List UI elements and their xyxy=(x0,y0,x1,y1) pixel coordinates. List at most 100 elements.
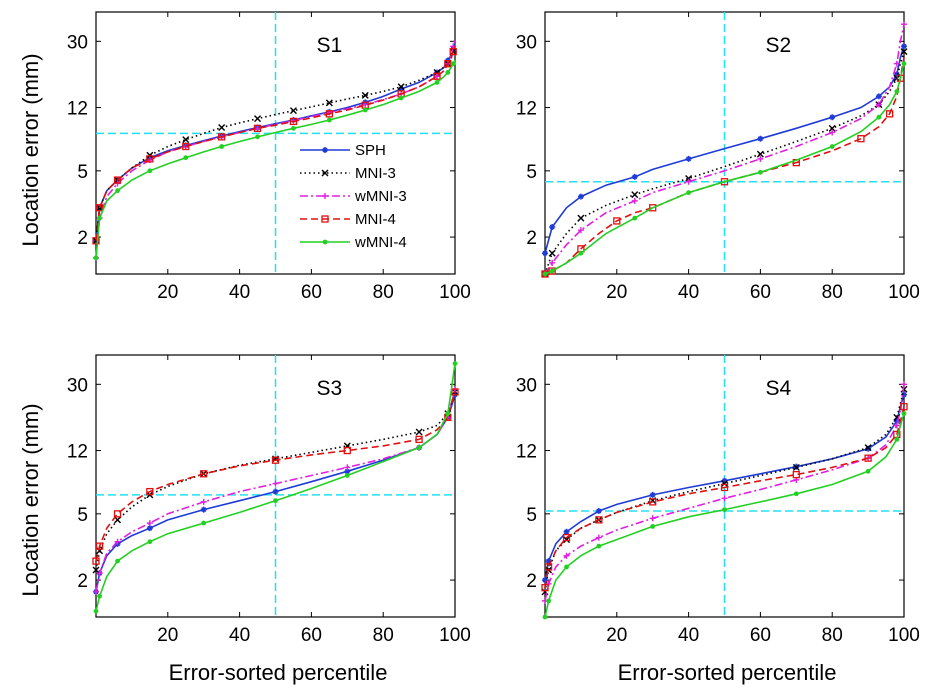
data-point xyxy=(894,89,900,94)
series-line xyxy=(544,406,905,588)
data-point xyxy=(545,558,552,565)
legend-marker xyxy=(321,215,329,223)
panel-s3: 20 40 60 80 100 2 5 12 30 S3 xyxy=(67,354,471,646)
data-point xyxy=(792,463,800,471)
legend-label: wMNI-4 xyxy=(354,234,407,251)
data-point xyxy=(792,470,800,479)
data-point xyxy=(864,454,872,462)
series-wmni-4 xyxy=(93,60,456,261)
series-wmni-3 xyxy=(542,381,907,604)
data-point xyxy=(721,495,728,502)
legend-label: MNI-4 xyxy=(355,211,396,228)
data-point xyxy=(865,445,872,452)
x-tick-label: 80 xyxy=(822,625,843,646)
data-point xyxy=(114,538,121,545)
y-tick-label: 30 xyxy=(67,32,88,53)
panel-title: S3 xyxy=(317,377,343,400)
data-point xyxy=(893,418,900,425)
data-point xyxy=(546,598,551,604)
data-point xyxy=(649,491,656,498)
data-point xyxy=(757,135,764,142)
x-tick-label: 80 xyxy=(822,282,843,303)
panel-title: S4 xyxy=(766,377,792,400)
legend-marker xyxy=(322,147,328,153)
data-point xyxy=(563,536,571,544)
data-point xyxy=(548,267,556,275)
series-wmni-4 xyxy=(542,61,907,277)
data-point xyxy=(563,528,570,535)
data-point xyxy=(893,60,900,67)
data-point xyxy=(362,107,368,113)
data-point xyxy=(92,237,100,245)
data-point xyxy=(631,197,638,204)
y-tick-label: 12 xyxy=(67,99,88,120)
x-tick-label: 20 xyxy=(606,625,627,646)
x-tick-label: 20 xyxy=(157,282,178,303)
data-point xyxy=(92,566,100,574)
data-point xyxy=(541,584,549,592)
series-mni-3 xyxy=(92,388,459,574)
data-point xyxy=(271,456,280,464)
data-point xyxy=(544,563,553,571)
data-point xyxy=(900,403,908,411)
data-point xyxy=(757,155,764,162)
y-tick-label: 30 xyxy=(516,375,537,396)
data-point xyxy=(649,204,657,212)
x-tick-label: 60 xyxy=(750,282,771,303)
y-tick-label: 5 xyxy=(526,505,537,526)
data-point xyxy=(631,191,639,199)
y-tick-label: 12 xyxy=(67,442,88,463)
y-tick-label: 12 xyxy=(516,99,537,120)
series-wmni-4 xyxy=(93,361,458,614)
data-point xyxy=(343,446,351,455)
data-point xyxy=(433,72,441,80)
data-point xyxy=(885,110,894,118)
panel-s2: 20 40 60 80 100 2 5 12 30 S2 xyxy=(516,11,920,303)
x-tick-label: 80 xyxy=(373,282,394,303)
data-point xyxy=(541,270,549,278)
data-point xyxy=(452,361,458,366)
data-point xyxy=(113,510,122,518)
data-point xyxy=(631,173,638,180)
data-point xyxy=(450,61,456,67)
data-point xyxy=(96,570,103,577)
data-point xyxy=(901,391,907,398)
data-point xyxy=(253,124,262,132)
data-point xyxy=(273,498,278,504)
data-point xyxy=(542,271,548,277)
data-point xyxy=(756,150,764,158)
data-point xyxy=(97,215,102,221)
data-point xyxy=(686,190,691,196)
data-point xyxy=(577,193,584,200)
x-tick-label: 40 xyxy=(229,625,250,646)
x-tick-label: 80 xyxy=(373,625,394,646)
y-tick-label: 30 xyxy=(516,32,537,53)
data-point xyxy=(182,136,190,144)
data-point xyxy=(397,83,405,91)
data-point xyxy=(325,110,334,118)
data-point xyxy=(721,480,728,488)
data-point xyxy=(146,520,153,527)
data-point xyxy=(900,48,908,56)
data-point xyxy=(147,539,153,545)
data-point xyxy=(542,614,548,620)
data-point xyxy=(272,488,279,495)
data-point xyxy=(649,515,656,522)
data-point xyxy=(685,178,692,185)
x-tick-label: 40 xyxy=(678,282,699,303)
data-point xyxy=(200,470,208,478)
y-tick-label: 5 xyxy=(77,162,88,183)
y-tick-label: 2 xyxy=(526,228,537,249)
legend: SPH MNI-3 wMNI-3 MNI-4 wMNI-4 xyxy=(294,142,434,261)
data-point xyxy=(577,227,584,234)
data-point xyxy=(857,135,865,143)
data-point xyxy=(115,188,120,194)
series-line xyxy=(544,413,905,618)
x-tick-label: 40 xyxy=(678,625,699,646)
data-point xyxy=(147,168,153,174)
data-point xyxy=(415,428,423,436)
y-tick-label: 5 xyxy=(526,162,537,183)
x-tick-label: 20 xyxy=(157,625,178,646)
series-line xyxy=(95,46,456,241)
